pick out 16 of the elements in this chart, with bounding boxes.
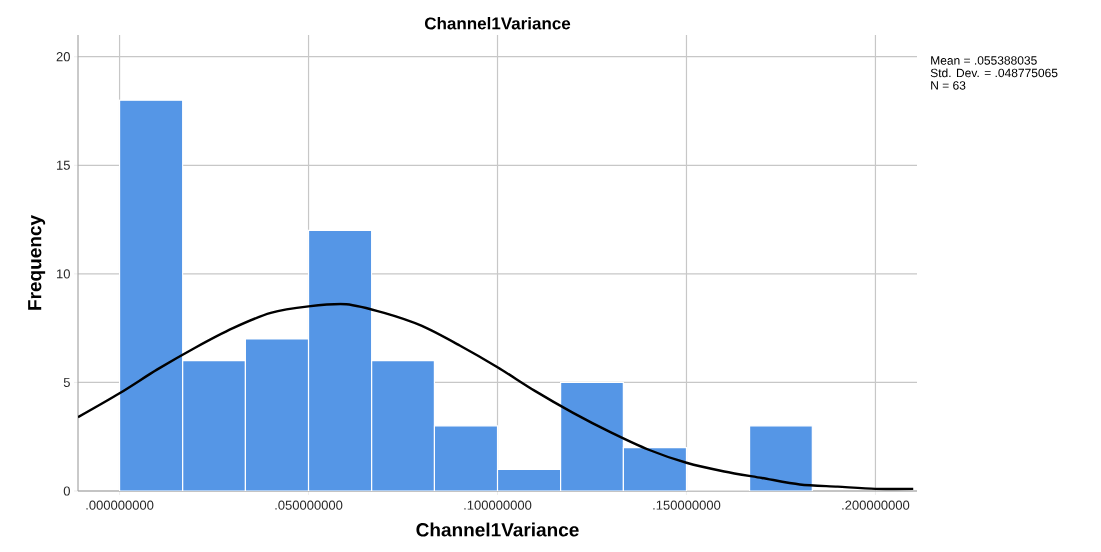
- text: Mean = .055388035: [931, 56, 1037, 65]
- y-tick-label: 15: [56, 160, 70, 170]
- text: Std. Dev. = .048775065: [930, 68, 1058, 78]
- x-tick-label: .000000000: [86, 500, 154, 510]
- x-tick-label: .050000000: [275, 500, 343, 510]
- y-tick-label: 20: [56, 52, 70, 62]
- y-tick-label: 10: [56, 269, 70, 279]
- x-tick-label: .200000000: [842, 500, 910, 510]
- y-tick-label: 0: [63, 486, 70, 496]
- text: N = 63: [931, 81, 966, 90]
- y-tick-label: 5: [63, 377, 70, 387]
- chart-title: Channel1Variance: [424, 16, 571, 30]
- x-axis-title: Channel1Variance: [416, 522, 579, 537]
- x-tick-label: .100000000: [464, 500, 532, 510]
- x-tick-label: .150000000: [653, 500, 721, 510]
- y-axis-title: Frequency: [28, 215, 46, 310]
